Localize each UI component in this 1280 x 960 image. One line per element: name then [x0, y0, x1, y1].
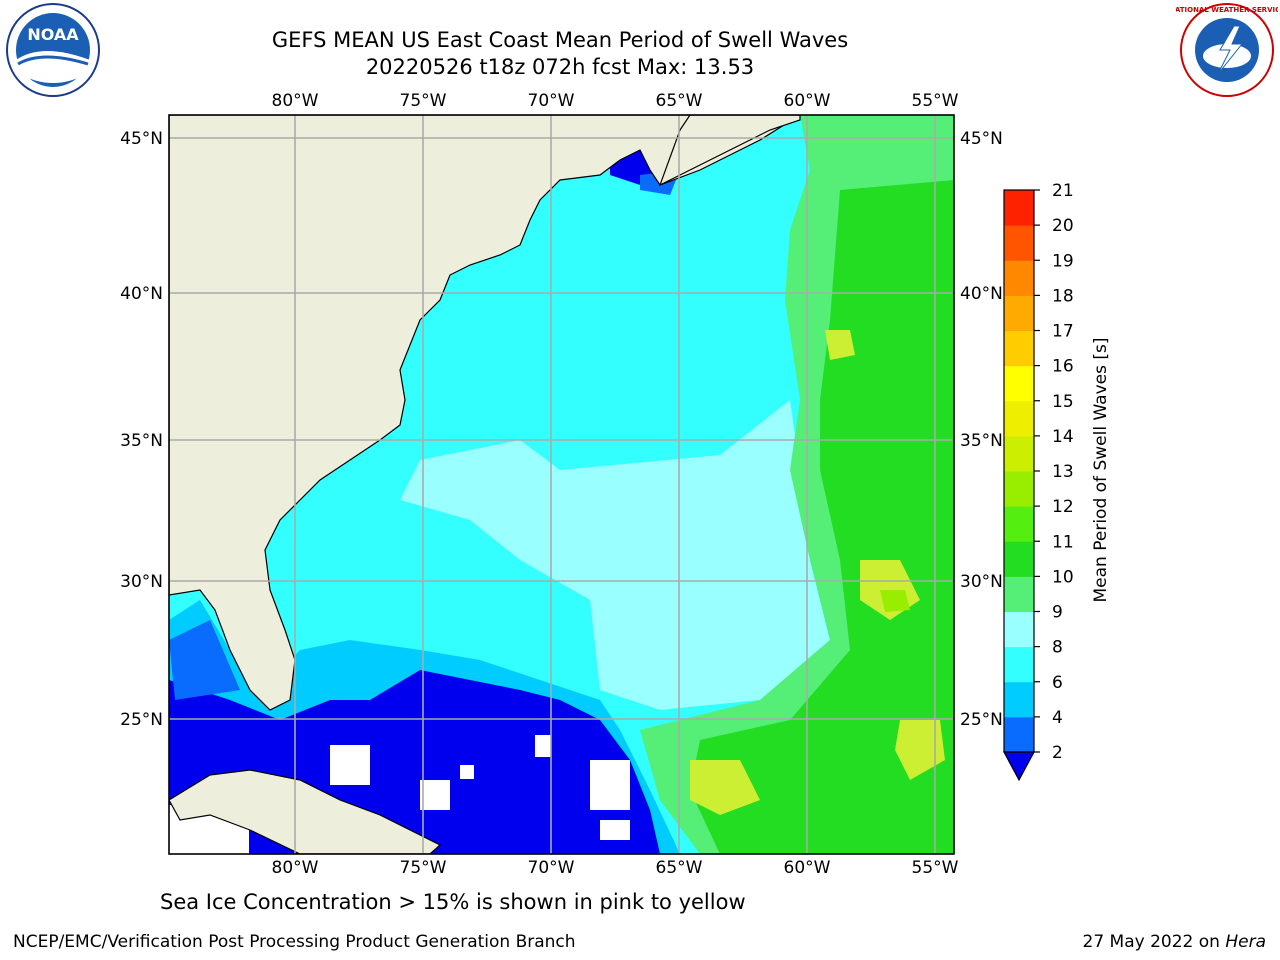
lon-label-bottom: 60°W	[784, 858, 831, 878]
chart-subtitle: 20220526 t18z 072h fcst Max: 13.53	[365, 55, 755, 79]
lat-label-left: 40°N	[120, 284, 163, 304]
lon-label-bottom: 70°W	[528, 858, 575, 878]
colorbar-segment	[1004, 260, 1034, 296]
land-us-east-coast	[169, 115, 802, 711]
lon-label-top: 75°W	[400, 91, 447, 111]
colorbar-tick-label: 9	[1052, 603, 1063, 623]
colorbar-tick-label: 13	[1052, 462, 1074, 482]
colorbar-tick-label: 2	[1052, 743, 1063, 763]
colorbar-segment	[1004, 611, 1034, 648]
colorbar-segment	[1004, 646, 1034, 683]
colorbar-under-arrow	[1002, 751, 1036, 782]
chart-title: GEFS MEAN US East Coast Mean Period of S…	[271, 28, 849, 52]
ocean-light-cyan-region	[470, 400, 830, 710]
colorbar-segment	[1004, 295, 1034, 331]
noaa-logo-text: NOAA	[27, 25, 79, 44]
colorbar-tick-label: 8	[1052, 638, 1063, 658]
lon-label-bottom: 75°W	[400, 858, 447, 878]
land-cuba	[169, 769, 442, 854]
footer-date-text: 27 May 2022 on	[1082, 932, 1220, 952]
colorbar-segment	[1004, 471, 1034, 507]
colorbar-tick-label: 14	[1052, 427, 1074, 447]
colorbar-segment	[1004, 365, 1034, 402]
nws-logo: NATIONAL WEATHER SERVICE	[1176, 3, 1278, 97]
lat-label-right: 25°N	[960, 710, 1003, 730]
colorbar: 2 4 6 8 9 10 11 12 13 14 15 16 17 18 19 20 21	[1002, 181, 1074, 782]
noaa-logo: NOAA	[6, 3, 100, 97]
lat-label-right: 45°N	[960, 129, 1003, 149]
colorbar-label: Mean Period of Swell Waves [s]	[1091, 338, 1111, 603]
colorbar-tick-label: 12	[1052, 497, 1074, 517]
lat-label-right: 35°N	[960, 431, 1003, 451]
colorbar-segment	[1004, 225, 1034, 261]
lon-label-bottom: 80°W	[272, 858, 319, 878]
lat-label-left: 30°N	[120, 572, 163, 592]
colorbar-segment	[1004, 716, 1034, 753]
footer-machine: Hera	[1225, 932, 1266, 952]
colorbar-tick-label: 11	[1052, 532, 1074, 552]
lat-label-right: 40°N	[960, 284, 1003, 304]
lon-label-bottom: 65°W	[656, 858, 703, 878]
colorbar-segment	[1004, 681, 1034, 718]
lon-label-top: 65°W	[656, 91, 703, 111]
colorbar-tick-label: 6	[1052, 673, 1063, 693]
colorbar-segment	[1004, 541, 1034, 577]
colorbar-tick-label: 16	[1052, 357, 1074, 377]
colorbar-tick-label: 21	[1052, 181, 1074, 201]
footer-credit: NCEP/EMC/Verification Post Processing Pr…	[13, 932, 576, 952]
map-frame	[168, 114, 955, 855]
colorbar-tick-label: 19	[1052, 251, 1074, 271]
lon-label-top: 80°W	[272, 91, 319, 111]
colorbar-segment	[1004, 576, 1034, 612]
lon-label-top: 70°W	[528, 91, 575, 111]
lon-label-top: 55°W	[912, 91, 959, 111]
colorbar-tick-label: 17	[1052, 322, 1074, 342]
colorbar-segment	[1004, 190, 1034, 226]
colorbar-tick-label: 20	[1052, 216, 1074, 236]
colorbar-segment	[1004, 435, 1034, 472]
lat-label-right: 30°N	[960, 572, 1003, 592]
lat-label-left: 25°N	[120, 710, 163, 730]
sea-ice-note: Sea Ice Concentration > 15% is shown in …	[160, 890, 746, 914]
lat-label-left: 35°N	[120, 431, 163, 451]
colorbar-tick-label: 15	[1052, 392, 1074, 412]
graticule	[169, 115, 954, 854]
colorbar-tick-label: 18	[1052, 286, 1074, 306]
colorbar-segment	[1004, 400, 1034, 437]
colorbar-tick-label: 4	[1052, 708, 1063, 728]
footer-date: 27 May 2022 on Hera	[1083, 932, 1267, 952]
colorbar-tick-label: 10	[1052, 567, 1074, 587]
lon-label-bottom: 55°W	[912, 858, 959, 878]
colorbar-segment	[1004, 506, 1034, 542]
nws-logo-ring-text: NATIONAL WEATHER SERVICE	[1176, 6, 1278, 14]
colorbar-segment	[1004, 330, 1034, 367]
lon-label-top: 60°W	[784, 91, 831, 111]
lat-label-left: 45°N	[120, 129, 163, 149]
